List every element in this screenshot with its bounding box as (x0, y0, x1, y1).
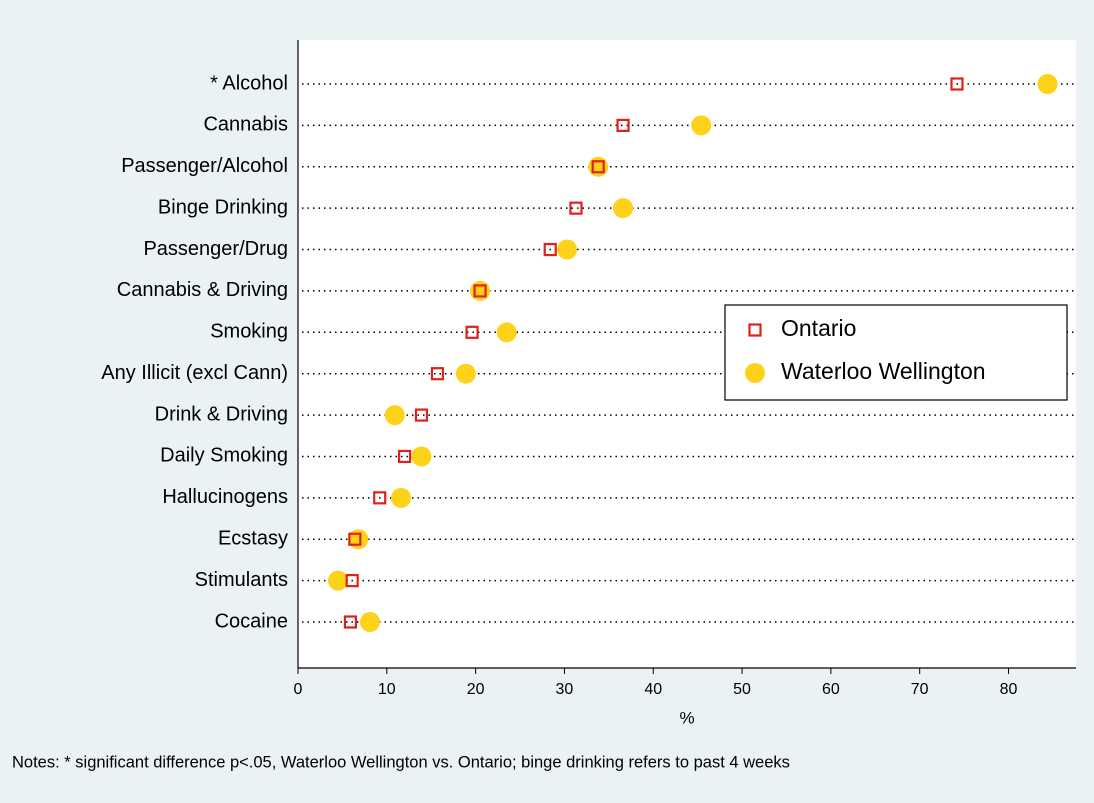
legend-label: Ontario (781, 315, 856, 341)
category-label: Any Illicit (excl Cann) (101, 362, 288, 384)
category-label: Passenger/Drug (143, 238, 288, 260)
point (616, 118, 630, 132)
x-tick-label: 40 (644, 681, 662, 698)
x-tick-label: 20 (467, 681, 485, 698)
legend-label: Waterloo Wellington (781, 358, 986, 384)
x-tick-label: 50 (733, 681, 751, 698)
point (348, 529, 369, 550)
category-label: Smoking (210, 321, 288, 343)
x-tick-label: 70 (911, 681, 929, 698)
point (557, 239, 578, 260)
point (1037, 74, 1058, 94)
category-label: Drink & Driving (155, 403, 288, 425)
category-label: Hallucinogens (162, 486, 288, 508)
category-label: Cocaine (215, 610, 288, 632)
point (543, 242, 557, 257)
point (359, 612, 380, 632)
point (348, 532, 362, 546)
point (430, 367, 445, 381)
point (588, 156, 609, 177)
category-label: Ecstasy (218, 528, 288, 550)
category-label: Daily Smoking (160, 445, 288, 467)
category-label: Binge Drinking (158, 196, 288, 218)
note: Notes: * significant difference p<.05, W… (12, 753, 790, 771)
point (327, 570, 348, 591)
category-label: Cannabis (203, 114, 288, 136)
x-tick-label: 10 (378, 681, 396, 698)
legend-box (724, 304, 1068, 401)
point (391, 487, 412, 508)
legend-marker (748, 323, 762, 337)
category-label: Stimulants (195, 569, 288, 591)
x-axis-label: % (679, 708, 694, 727)
point (384, 405, 405, 426)
point (613, 198, 634, 219)
point (373, 491, 387, 505)
point (465, 325, 479, 339)
point (345, 574, 359, 588)
point (470, 280, 491, 301)
point (397, 449, 412, 464)
x-tick-label: 60 (822, 681, 840, 698)
category-label: Passenger/Alcohol (121, 155, 288, 177)
category-label: Cannabis & Driving (117, 279, 288, 301)
point (455, 363, 476, 384)
point (691, 115, 712, 136)
x-tick-label: 30 (556, 681, 574, 698)
point (496, 322, 517, 343)
point (473, 284, 487, 298)
point (591, 160, 605, 174)
point (411, 446, 432, 467)
point (343, 615, 357, 629)
point (569, 201, 583, 215)
legend-marker (745, 363, 765, 383)
category-label: * Alcohol (210, 72, 288, 94)
point (950, 77, 964, 91)
point (414, 408, 429, 422)
x-tick-label: 0 (294, 681, 303, 698)
x-tick-label: 80 (1000, 681, 1018, 698)
